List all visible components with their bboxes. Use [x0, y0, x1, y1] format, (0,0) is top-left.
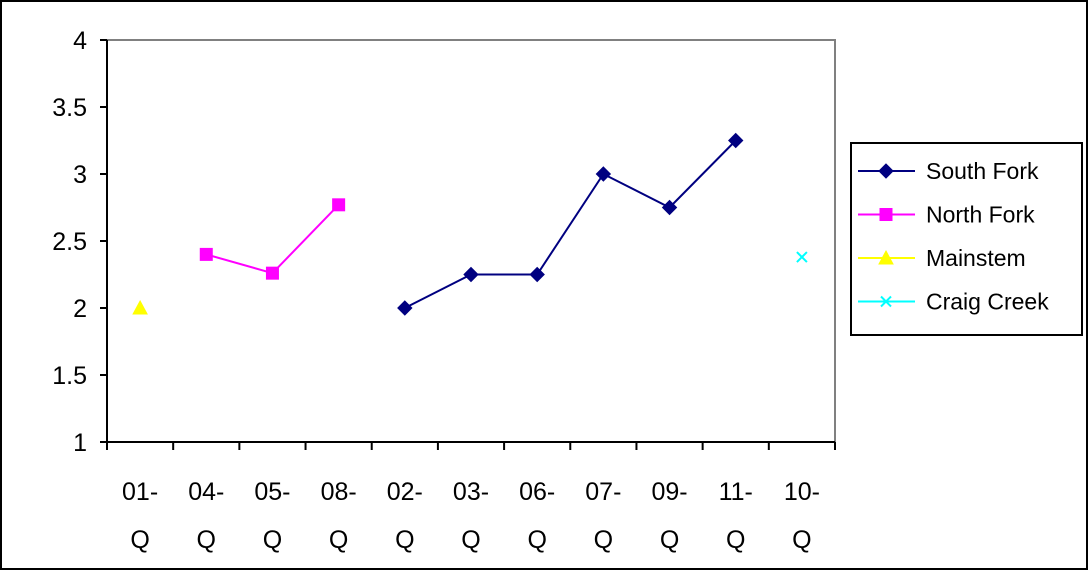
legend-label: North Fork — [926, 202, 1035, 228]
plot-area: 1 1.5 2 2.5 3 3.5 4 01- Q 04- Q 05- Q 08- Q 02- Q 03- Q 06-… — [52, 27, 836, 554]
y-tick-label: 2.5 — [52, 228, 87, 256]
x-tick-label: 09- — [651, 478, 687, 506]
legend-item-mainstem: Mainstem — [858, 245, 1026, 271]
series-line-south-fork — [404, 139, 737, 309]
y-tick-label: 1.5 — [52, 362, 87, 390]
y-tick-label: 4 — [73, 27, 87, 55]
data-point-south-fork — [595, 166, 612, 182]
data-point-north-fork — [332, 198, 346, 212]
x-tick-label: 06- — [519, 478, 555, 506]
x-tick-label: Q — [527, 526, 546, 554]
legend-item-craig-creek: Craig Creek — [858, 289, 1049, 315]
y-tick-label: 3 — [73, 161, 87, 189]
legend-marker — [878, 163, 894, 179]
legend-item-south-fork: South Fork — [858, 158, 1039, 184]
marker-stroke — [796, 251, 808, 263]
data-point-north-fork — [265, 266, 279, 280]
legend-item-north-fork: North Fork — [858, 202, 1035, 228]
plot-frame — [106, 39, 836, 443]
data-point-south-fork — [661, 199, 678, 216]
x-tick-label: Q — [660, 526, 679, 554]
legend-label: Craig Creek — [926, 289, 1049, 315]
x-tick-label: Q — [726, 526, 745, 554]
legend-marker — [880, 295, 892, 308]
x-tick-label: Q — [197, 526, 216, 554]
x-tick-label: Q — [792, 526, 811, 554]
x-tick-label: 10- — [784, 478, 820, 506]
x-tick-label: Q — [263, 526, 282, 554]
y-tick-label: 3.5 — [52, 94, 87, 122]
x-tick-label: Q — [395, 526, 414, 554]
x-tick-label: Q — [461, 526, 480, 554]
data-point-north-fork — [199, 247, 213, 261]
x-tick-label: 02- — [387, 478, 423, 506]
legend-marker — [878, 249, 894, 265]
x-tick-label: Q — [594, 526, 613, 554]
data-point-south-fork — [529, 266, 545, 283]
x-tick-label: 01- — [122, 478, 158, 506]
legend-label: Mainstem — [926, 245, 1026, 271]
x-tick-label: 04- — [188, 478, 224, 506]
legend: South Fork North Fork Mainstem Craig Creek — [850, 142, 1083, 336]
x-tick-label: 11- — [719, 478, 753, 506]
data-point-mainstem — [132, 299, 148, 315]
data-point-south-fork — [463, 266, 479, 283]
marker-stroke — [880, 295, 892, 308]
data-point-south-fork — [397, 300, 413, 316]
x-tick-label: Q — [329, 526, 348, 554]
x-tick-label: 05- — [254, 478, 290, 506]
x-tick-label: 08- — [321, 478, 357, 506]
x-tick-label: 03- — [453, 478, 489, 506]
y-tick-label: 1 — [73, 429, 87, 457]
data-point-south-fork — [728, 132, 744, 149]
x-tick-label: Q — [130, 526, 149, 554]
y-tick-label: 2 — [73, 295, 87, 323]
legend-label: South Fork — [926, 158, 1039, 184]
x-tick-label: 07- — [585, 478, 621, 506]
legend-marker — [879, 208, 893, 221]
data-point-craig-creek — [796, 251, 808, 263]
